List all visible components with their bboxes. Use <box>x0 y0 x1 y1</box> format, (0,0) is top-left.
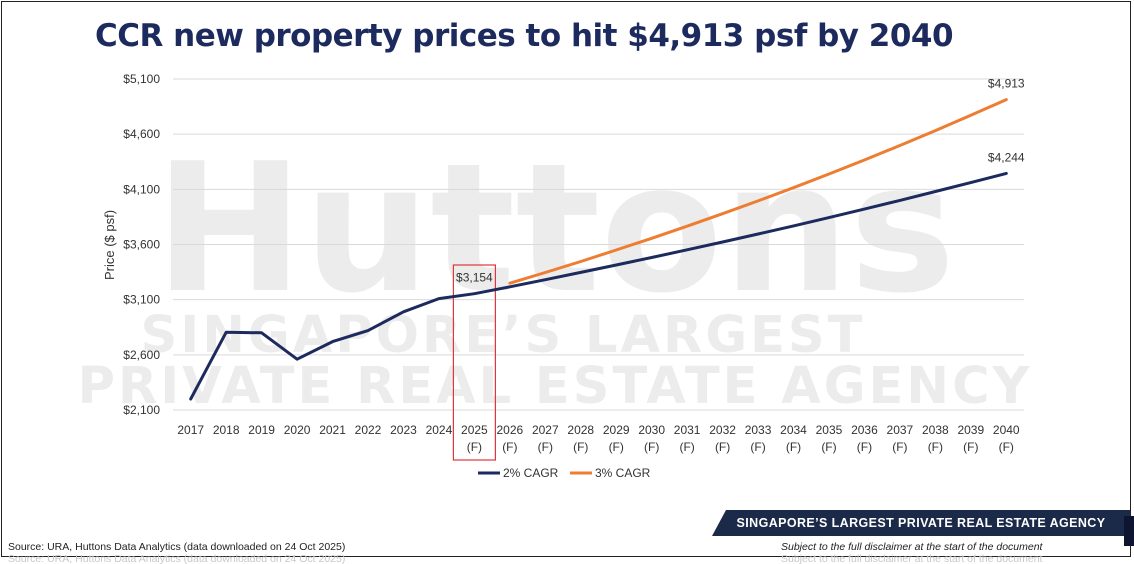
x-tick-label: 2021 <box>319 423 346 437</box>
x-tick-forecast-marker: (F) <box>999 440 1014 454</box>
disclaimer-note-reflection: Subject to the full disclaimer at the st… <box>781 553 1043 564</box>
x-tick-label: 2023 <box>390 423 417 437</box>
x-tick-label: 2020 <box>284 423 311 437</box>
agency-banner: SINGAPORE’S LARGEST PRIVATE REAL ESTATE … <box>712 510 1130 536</box>
x-tick-label: 2027 <box>532 423 559 437</box>
legend-label: 3% CAGR <box>595 466 651 480</box>
x-tick-label: 2035 <box>816 423 843 437</box>
disclaimer-note: Subject to the full disclaimer at the st… <box>781 541 1043 553</box>
x-tick-label: 2017 <box>177 423 204 437</box>
x-tick-forecast-marker: (F) <box>963 440 978 454</box>
y-tick-label: $4,100 <box>123 182 160 196</box>
x-tick-label: 2038 <box>922 423 949 437</box>
x-tick-forecast-marker: (F) <box>786 440 801 454</box>
x-tick-forecast-marker: (F) <box>609 440 624 454</box>
x-tick-label: 2031 <box>674 423 701 437</box>
x-tick-label: 2034 <box>780 423 807 437</box>
x-tick-label: 2037 <box>887 423 914 437</box>
x-tick-label: 2040 <box>993 423 1020 437</box>
x-tick-label: 2030 <box>638 423 665 437</box>
x-tick-forecast-marker: (F) <box>821 440 836 454</box>
x-tick-forecast-marker: (F) <box>502 440 517 454</box>
series-line-3pct-cagr <box>508 98 1008 285</box>
data-label: $3,154 <box>456 271 493 285</box>
x-tick-label: 2024 <box>426 423 453 437</box>
x-tick-forecast-marker: (F) <box>467 440 482 454</box>
forecast-2025-highlight-box <box>452 264 496 461</box>
source-note: Source: URA, Huttons Data Analytics (dat… <box>8 541 346 553</box>
x-tick-forecast-marker: (F) <box>538 440 553 454</box>
x-tick-forecast-marker: (F) <box>644 440 659 454</box>
x-tick-forecast-marker: (F) <box>928 440 943 454</box>
x-tick-label: 2033 <box>745 423 772 437</box>
x-tick-forecast-marker: (F) <box>679 440 694 454</box>
y-tick-label: $5,100 <box>123 72 160 86</box>
data-label: $4,244 <box>988 150 1025 164</box>
watermark-brand: Huttons <box>155 125 956 332</box>
x-tick-label: 2028 <box>567 423 594 437</box>
chart-title: CCR new property prices to hit $4,913 ps… <box>95 18 954 54</box>
x-tick-label: 2032 <box>709 423 736 437</box>
series-line-2pct-cagr <box>189 171 1008 401</box>
y-axis-label: Price ($ psf) <box>102 210 117 280</box>
x-tick-label: 2019 <box>248 423 275 437</box>
x-tick-forecast-marker: (F) <box>573 440 588 454</box>
x-tick-label: 2026 <box>497 423 524 437</box>
y-tick-label: $3,600 <box>123 238 160 252</box>
y-tick-label: $4,600 <box>123 127 160 141</box>
x-tick-label: 2039 <box>957 423 984 437</box>
x-tick-label: 2022 <box>355 423 382 437</box>
watermark-line2: PRIVATE REAL ESTATE AGENCY <box>78 357 1033 416</box>
x-tick-label: 2018 <box>213 423 240 437</box>
banner-accent <box>1124 516 1134 546</box>
x-tick-label: 2036 <box>851 423 878 437</box>
y-tick-label: $3,100 <box>123 293 160 307</box>
x-tick-forecast-marker: (F) <box>715 440 730 454</box>
x-tick-forecast-marker: (F) <box>750 440 765 454</box>
data-label: $4,913 <box>988 77 1025 91</box>
x-tick-forecast-marker: (F) <box>857 440 872 454</box>
legend-label: 2% CAGR <box>503 466 559 480</box>
legend: 2% CAGR 3% CAGR <box>478 466 651 480</box>
source-note-reflection: Source: URA, Huttons Data Analytics (dat… <box>8 553 346 564</box>
x-tick-label: 2029 <box>603 423 630 437</box>
x-tick-label: 2025 <box>461 423 488 437</box>
x-tick-forecast-marker: (F) <box>892 440 907 454</box>
y-tick-label: $2,600 <box>123 348 160 362</box>
y-tick-label: $2,100 <box>123 403 160 417</box>
